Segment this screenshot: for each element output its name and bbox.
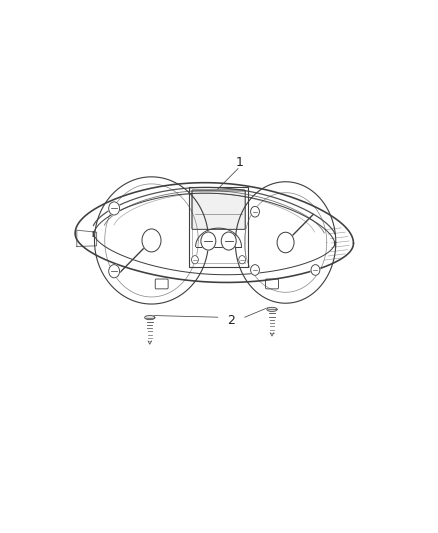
Circle shape xyxy=(277,232,294,253)
Text: 1: 1 xyxy=(236,156,244,169)
Circle shape xyxy=(251,265,259,276)
Circle shape xyxy=(109,202,120,215)
Circle shape xyxy=(251,206,259,217)
Polygon shape xyxy=(145,316,155,320)
FancyBboxPatch shape xyxy=(192,190,245,229)
Polygon shape xyxy=(267,308,277,311)
FancyBboxPatch shape xyxy=(265,279,279,289)
Circle shape xyxy=(311,265,320,276)
FancyBboxPatch shape xyxy=(155,279,168,289)
Circle shape xyxy=(239,256,246,264)
Circle shape xyxy=(142,229,161,252)
Circle shape xyxy=(201,232,216,250)
Circle shape xyxy=(191,256,198,264)
Circle shape xyxy=(221,232,236,250)
Circle shape xyxy=(109,265,120,278)
Text: 2: 2 xyxy=(227,314,235,327)
